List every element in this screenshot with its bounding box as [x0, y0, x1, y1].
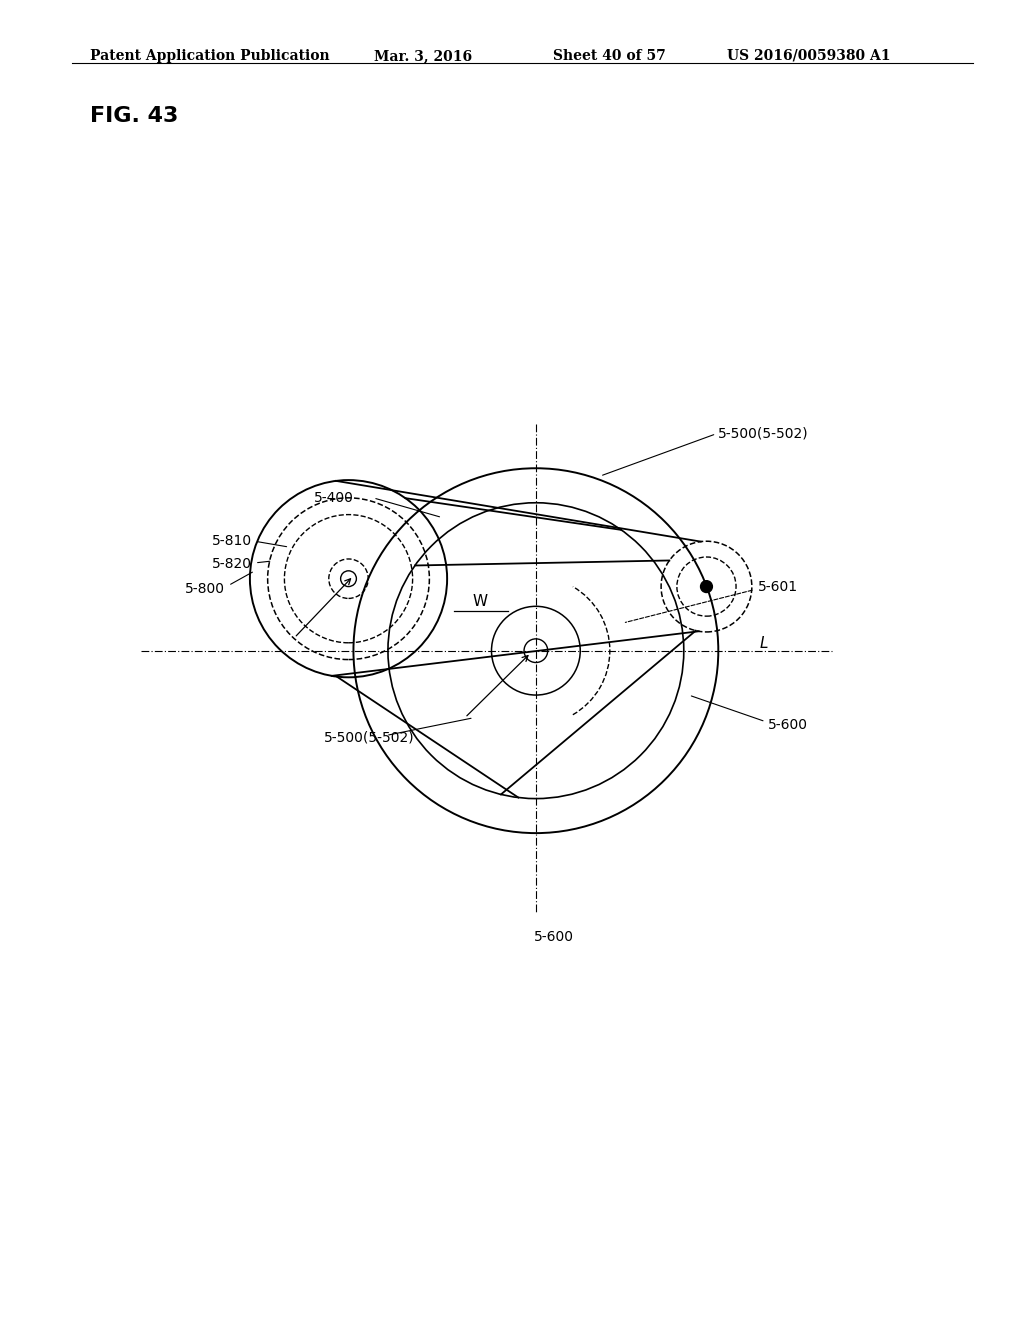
Text: FIG. 43: FIG. 43 [90, 106, 178, 125]
Text: 5-500(5-502): 5-500(5-502) [718, 426, 809, 441]
Text: W: W [472, 594, 487, 610]
Text: 5-400: 5-400 [313, 491, 353, 504]
Circle shape [700, 581, 713, 593]
Text: Patent Application Publication: Patent Application Publication [90, 49, 330, 63]
Text: L: L [760, 636, 768, 651]
Text: 5-800: 5-800 [185, 582, 225, 595]
Text: Sheet 40 of 57: Sheet 40 of 57 [553, 49, 666, 63]
Text: 5-600: 5-600 [768, 718, 808, 731]
Text: 5-810: 5-810 [212, 535, 252, 548]
Text: 5-601: 5-601 [758, 579, 798, 594]
Text: 5-820: 5-820 [212, 557, 252, 572]
Text: 5-500(5-502): 5-500(5-502) [324, 730, 415, 744]
Text: US 2016/0059380 A1: US 2016/0059380 A1 [727, 49, 891, 63]
Text: Mar. 3, 2016: Mar. 3, 2016 [374, 49, 472, 63]
Text: 5-600: 5-600 [534, 929, 573, 944]
